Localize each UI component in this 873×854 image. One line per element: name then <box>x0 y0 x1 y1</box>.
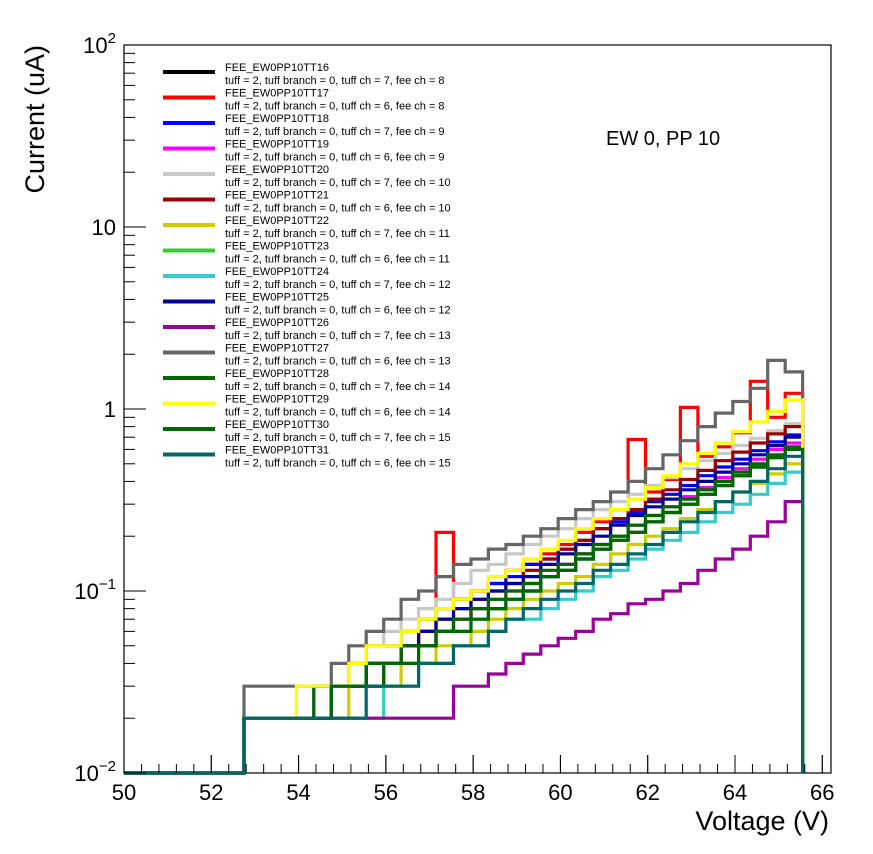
x-tick-label: 50 <box>112 780 136 805</box>
legend-series-name: FEE_EW0PP10TT18 <box>225 113 329 125</box>
x-tick-label: 62 <box>635 780 659 805</box>
legend-series-name: FEE_EW0PP10TT31 <box>225 445 329 457</box>
legend-series-desc: tuff = 2, tuff branch = 0, tuff ch = 6, … <box>225 203 451 215</box>
y-tick-label: 10−1 <box>74 576 116 604</box>
series-line-fee-ew0pp10tt31 <box>124 454 805 775</box>
legend-series-desc: tuff = 2, tuff branch = 0, tuff ch = 6, … <box>225 305 451 317</box>
legend-series-desc: tuff = 2, tuff branch = 0, tuff ch = 7, … <box>225 330 451 342</box>
legend-series-desc: tuff = 2, tuff branch = 0, tuff ch = 7, … <box>225 432 451 444</box>
x-tick-label: 64 <box>723 780 747 805</box>
legend-series-name: FEE_EW0PP10TT20 <box>225 164 329 176</box>
legend-series-desc: tuff = 2, tuff branch = 0, tuff ch = 7, … <box>225 75 445 87</box>
legend-series-name: FEE_EW0PP10TT19 <box>225 139 329 151</box>
series-line-fee-ew0pp10tt30 <box>124 447 805 775</box>
legend-series-desc: tuff = 2, tuff branch = 0, tuff ch = 6, … <box>225 152 445 164</box>
legend-series-name: FEE_EW0PP10TT25 <box>225 292 329 304</box>
x-tick-label: 60 <box>548 780 572 805</box>
legend-series-desc: tuff = 2, tuff branch = 0, tuff ch = 7, … <box>225 177 451 189</box>
series-line-fee-ew0pp10tt27 <box>124 358 805 775</box>
y-axis: 10−2 10−1 1 10 102 <box>74 30 146 786</box>
y-tick-label: 1 <box>104 397 116 422</box>
legend-series-name: FEE_EW0PP10TT24 <box>225 266 329 278</box>
x-tick-label: 56 <box>374 780 398 805</box>
legend-series-name: FEE_EW0PP10TT30 <box>225 419 329 431</box>
legend-series-name: FEE_EW0PP10TT29 <box>225 394 329 406</box>
y-tick-label: 102 <box>83 30 116 58</box>
legend-series-desc: tuff = 2, tuff branch = 0, tuff ch = 7, … <box>225 126 445 138</box>
x-axis: 50 52 54 56 58 60 62 64 66 <box>112 755 835 805</box>
series-line-fee-ew0pp10tt29 <box>124 398 805 775</box>
legend-series-desc: tuff = 2, tuff branch = 0, tuff ch = 7, … <box>225 381 451 393</box>
x-axis-title: Voltage (V) <box>695 806 829 836</box>
legend-series-name: FEE_EW0PP10TT27 <box>225 343 329 355</box>
legend-series-name: FEE_EW0PP10TT21 <box>225 190 329 202</box>
x-tick-label: 54 <box>286 780 310 805</box>
series-layer <box>124 358 805 775</box>
x-tick-label: 52 <box>199 780 223 805</box>
legend-series-desc: tuff = 2, tuff branch = 0, tuff ch = 6, … <box>225 254 450 266</box>
legend-series-desc: tuff = 2, tuff branch = 0, tuff ch = 6, … <box>225 356 451 368</box>
legend-series-desc: tuff = 2, tuff branch = 0, tuff ch = 6, … <box>225 407 451 419</box>
x-tick-label: 66 <box>810 780 834 805</box>
legend-series-desc: tuff = 2, tuff branch = 0, tuff ch = 6, … <box>225 458 451 470</box>
x-tick-label: 58 <box>461 780 485 805</box>
chart-annotation: EW 0, PP 10 <box>606 128 720 150</box>
legend-series-name: FEE_EW0PP10TT17 <box>225 88 329 100</box>
y-tick-label: 10−2 <box>74 758 116 786</box>
legend-series-name: FEE_EW0PP10TT28 <box>225 368 329 380</box>
legend-series-name: FEE_EW0PP10TT23 <box>225 241 329 253</box>
legend-series-name: FEE_EW0PP10TT22 <box>225 215 329 227</box>
legend-series-desc: tuff = 2, tuff branch = 0, tuff ch = 6, … <box>225 101 445 113</box>
legend-series-name: FEE_EW0PP10TT16 <box>225 62 329 74</box>
legend-series-name: FEE_EW0PP10TT26 <box>225 317 329 329</box>
legend-series-desc: tuff = 2, tuff branch = 0, tuff ch = 7, … <box>225 279 451 291</box>
y-tick-label: 10 <box>92 215 116 240</box>
y-axis-title: Current (uA) <box>20 45 50 194</box>
legend-series-desc: tuff = 2, tuff branch = 0, tuff ch = 7, … <box>225 228 450 240</box>
